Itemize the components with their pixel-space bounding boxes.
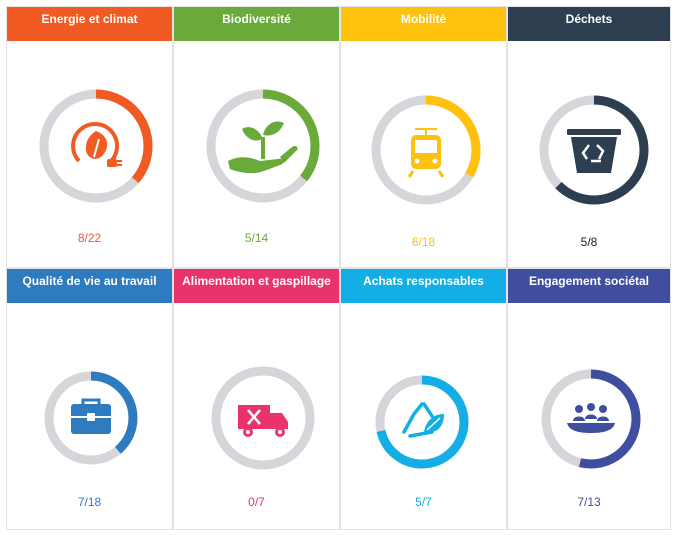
briefcase-icon <box>71 398 111 434</box>
score-label: 5/7 <box>415 495 432 509</box>
card-title: Engagement sociétal <box>508 269 670 303</box>
progress-donut <box>39 89 153 203</box>
score-label: 7/18 <box>77 495 102 509</box>
card-mobilite[interactable]: Mobilité 6/18 <box>340 6 507 268</box>
theme-grid: Energie et climat 8/22 Biodiversité <box>6 6 671 530</box>
progress-donut <box>541 369 641 469</box>
tram-icon <box>407 128 445 178</box>
card-title: Alimentation et gaspillage <box>174 269 339 303</box>
progress-donut <box>211 366 315 470</box>
food-truck-icon <box>238 405 288 437</box>
score-label: 5/8 <box>580 235 598 249</box>
progress-donut <box>44 371 138 465</box>
score-label: 8/22 <box>77 231 102 245</box>
card-achats-responsables[interactable]: Achats responsables 5/7 <box>340 268 507 530</box>
card-dechets[interactable]: Déchets 5/8 <box>507 6 671 268</box>
card-biodiversite[interactable]: Biodiversité 5/14 <box>173 6 340 268</box>
card-alimentation-et-gaspillage[interactable]: Alimentation et gaspillage 0/7 <box>173 268 340 530</box>
recycle-bin-icon <box>567 129 621 173</box>
progress-donut <box>371 95 481 205</box>
card-title: Energie et climat <box>7 7 172 41</box>
card-title: Achats responsables <box>341 269 506 303</box>
recycle-leaf-icon <box>402 402 444 438</box>
card-energie-et-climat[interactable]: Energie et climat 8/22 <box>6 6 173 268</box>
energy-plug-leaf-icon <box>71 121 122 167</box>
plant-in-hand-icon <box>228 121 298 174</box>
card-title: Biodiversité <box>174 7 339 41</box>
card-title: Déchets <box>508 7 670 41</box>
score-label: 6/18 <box>411 235 436 249</box>
score-label: 7/13 <box>577 495 601 509</box>
card-engagement-societal[interactable]: Engagement sociétal 7/13 <box>507 268 671 530</box>
card-title: Mobilité <box>341 7 506 41</box>
card-qualite-de-vie-au-travail[interactable]: Qualité de vie au travail 7/18 <box>6 268 173 530</box>
card-title: Qualité de vie au travail <box>7 269 172 303</box>
progress-donut <box>539 95 649 205</box>
score-label: 5/14 <box>244 231 269 245</box>
score-label: 0/7 <box>248 495 265 509</box>
community-meeting-icon <box>567 403 615 433</box>
progress-donut <box>206 89 320 203</box>
progress-donut <box>375 375 469 469</box>
